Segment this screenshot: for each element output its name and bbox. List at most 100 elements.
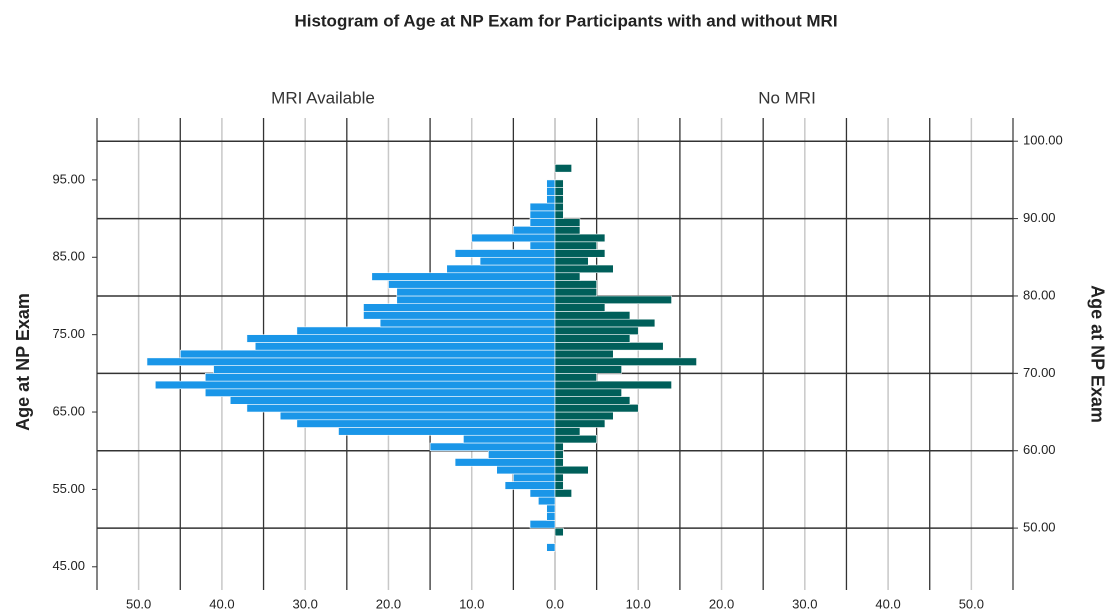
y-tick-label: 95.00 bbox=[52, 171, 85, 186]
x-tick-label: 40.0 bbox=[875, 596, 900, 611]
bar bbox=[379, 318, 556, 328]
y-tick-label: 75.00 bbox=[52, 326, 85, 341]
x-tick-label: 30.0 bbox=[293, 596, 318, 611]
x-tick-label: 10.0 bbox=[459, 596, 484, 611]
bar bbox=[529, 210, 556, 219]
bar bbox=[279, 411, 556, 421]
bar bbox=[529, 520, 556, 529]
y2-tick-label: 50.00 bbox=[1023, 520, 1056, 535]
bar bbox=[554, 342, 664, 351]
y2-tick-label: 80.00 bbox=[1023, 287, 1056, 302]
bar bbox=[471, 233, 556, 243]
y2-tick-label: 100.00 bbox=[1023, 133, 1063, 148]
y2-tick-label: 90.00 bbox=[1023, 210, 1056, 225]
bar bbox=[554, 458, 564, 467]
bar bbox=[446, 264, 556, 274]
y2-tick-label: 70.00 bbox=[1023, 365, 1056, 380]
bar bbox=[546, 195, 556, 204]
bar bbox=[554, 442, 564, 452]
bar bbox=[479, 256, 556, 266]
bar bbox=[554, 481, 564, 490]
bar bbox=[488, 450, 556, 459]
bar bbox=[554, 249, 606, 258]
bar bbox=[396, 287, 556, 297]
y-tick-label: 45.00 bbox=[52, 558, 85, 573]
bar bbox=[204, 373, 556, 382]
bar bbox=[454, 249, 556, 258]
x-tick-label: 20.0 bbox=[709, 596, 734, 611]
bar bbox=[554, 365, 622, 374]
bar bbox=[513, 226, 556, 235]
x-tick-label: 10.0 bbox=[626, 596, 651, 611]
bar bbox=[554, 450, 564, 459]
bar bbox=[154, 380, 556, 390]
x-tick-label: 0.0 bbox=[546, 596, 564, 611]
bar bbox=[554, 419, 606, 428]
bar bbox=[554, 272, 581, 281]
bar bbox=[554, 164, 572, 173]
bar bbox=[246, 403, 556, 413]
bar bbox=[429, 442, 556, 452]
y-tick-label: 55.00 bbox=[52, 481, 85, 496]
bar bbox=[554, 318, 656, 328]
bar bbox=[554, 218, 581, 227]
bar bbox=[213, 365, 556, 374]
bar bbox=[504, 481, 556, 490]
bar bbox=[363, 303, 556, 312]
bar bbox=[454, 458, 556, 467]
bar bbox=[229, 396, 556, 405]
x-tick-label: 30.0 bbox=[792, 596, 817, 611]
bar bbox=[554, 489, 572, 498]
bar bbox=[529, 218, 556, 227]
bar bbox=[513, 473, 556, 482]
bar bbox=[546, 512, 556, 521]
bar bbox=[554, 295, 672, 305]
bar bbox=[554, 434, 597, 444]
bar bbox=[554, 241, 597, 250]
bar bbox=[363, 311, 556, 320]
bar bbox=[554, 202, 564, 212]
bar bbox=[388, 280, 556, 289]
bar bbox=[554, 427, 581, 436]
bar bbox=[546, 504, 556, 513]
bar bbox=[554, 411, 614, 421]
bar bbox=[554, 210, 564, 219]
y2-axis-label: Age at NP Exam bbox=[1087, 285, 1107, 423]
y-axis-label: Age at NP Exam bbox=[13, 293, 33, 431]
bar bbox=[554, 527, 564, 537]
bar bbox=[204, 388, 556, 397]
bar bbox=[554, 388, 622, 397]
bar bbox=[546, 179, 556, 188]
x-tick-label: 50.0 bbox=[959, 596, 984, 611]
bar bbox=[146, 357, 556, 366]
bar bbox=[529, 241, 556, 250]
bar bbox=[554, 280, 597, 289]
bar bbox=[396, 295, 556, 305]
bar bbox=[554, 287, 597, 297]
bar bbox=[338, 427, 556, 436]
bar bbox=[496, 465, 556, 475]
bar bbox=[529, 202, 556, 212]
y2-tick-label: 60.00 bbox=[1023, 442, 1056, 457]
bar bbox=[554, 233, 606, 243]
bar bbox=[554, 226, 581, 235]
bar bbox=[296, 419, 556, 428]
bar bbox=[554, 473, 564, 482]
bar bbox=[554, 396, 631, 405]
panel-title: No MRI bbox=[758, 88, 816, 107]
bar bbox=[554, 303, 606, 312]
bar bbox=[554, 380, 672, 390]
chart-title: Histogram of Age at NP Exam for Particip… bbox=[294, 11, 837, 30]
bar bbox=[554, 264, 614, 274]
bar bbox=[554, 311, 631, 320]
panel-title: MRI Available bbox=[271, 88, 375, 107]
bar bbox=[546, 543, 556, 552]
bar bbox=[554, 334, 631, 343]
bar bbox=[254, 342, 556, 351]
y-tick-label: 85.00 bbox=[52, 249, 85, 264]
bar bbox=[554, 357, 697, 366]
bar bbox=[546, 187, 556, 196]
bar bbox=[554, 256, 589, 266]
bar bbox=[538, 496, 556, 506]
